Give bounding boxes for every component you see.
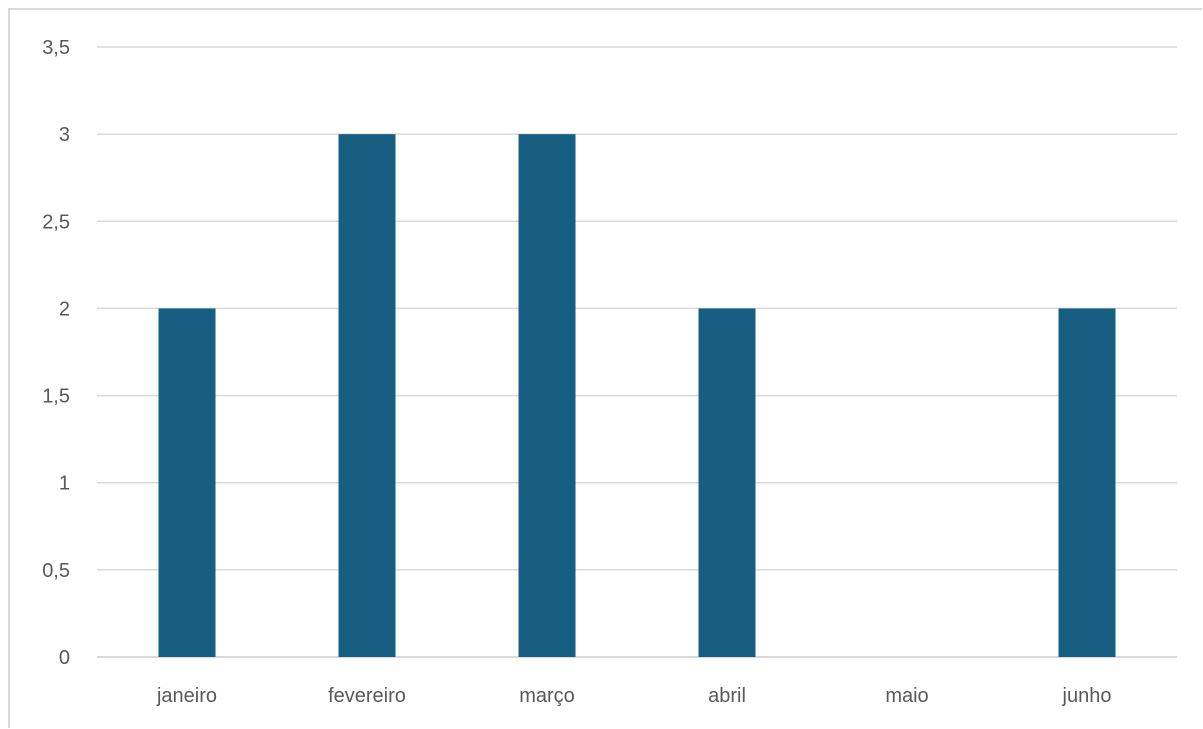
bar-junho — [1058, 308, 1116, 657]
y-tick-label: 1,5 — [42, 386, 70, 408]
bar-abril — [698, 308, 756, 657]
bar-janeiro — [158, 308, 216, 657]
x-category-label: maio — [885, 685, 928, 707]
x-category-label: junho — [1062, 685, 1112, 707]
y-axis-tick-labels: 0 0,5 1 1,5 2 2,5 3 3,5 — [42, 37, 70, 669]
x-category-label: abril — [708, 685, 746, 707]
x-category-label: fevereiro — [328, 685, 406, 707]
y-tick-label: 2,5 — [42, 211, 70, 233]
bars — [158, 134, 1116, 658]
x-category-label: janeiro — [156, 685, 217, 707]
y-tick-label: 2 — [59, 298, 70, 320]
x-axis-category-labels: janeiro fevereiro março abril maio junho — [156, 685, 1111, 707]
bar-fevereiro — [338, 134, 396, 658]
bar-março — [518, 134, 576, 658]
y-tick-label: 0 — [59, 647, 70, 669]
y-tick-label: 1 — [59, 473, 70, 495]
y-tick-label: 0,5 — [42, 560, 70, 582]
x-category-label: março — [519, 685, 575, 707]
gridlines — [97, 46, 1177, 658]
y-tick-label: 3,5 — [42, 37, 70, 59]
y-tick-label: 3 — [59, 124, 70, 146]
